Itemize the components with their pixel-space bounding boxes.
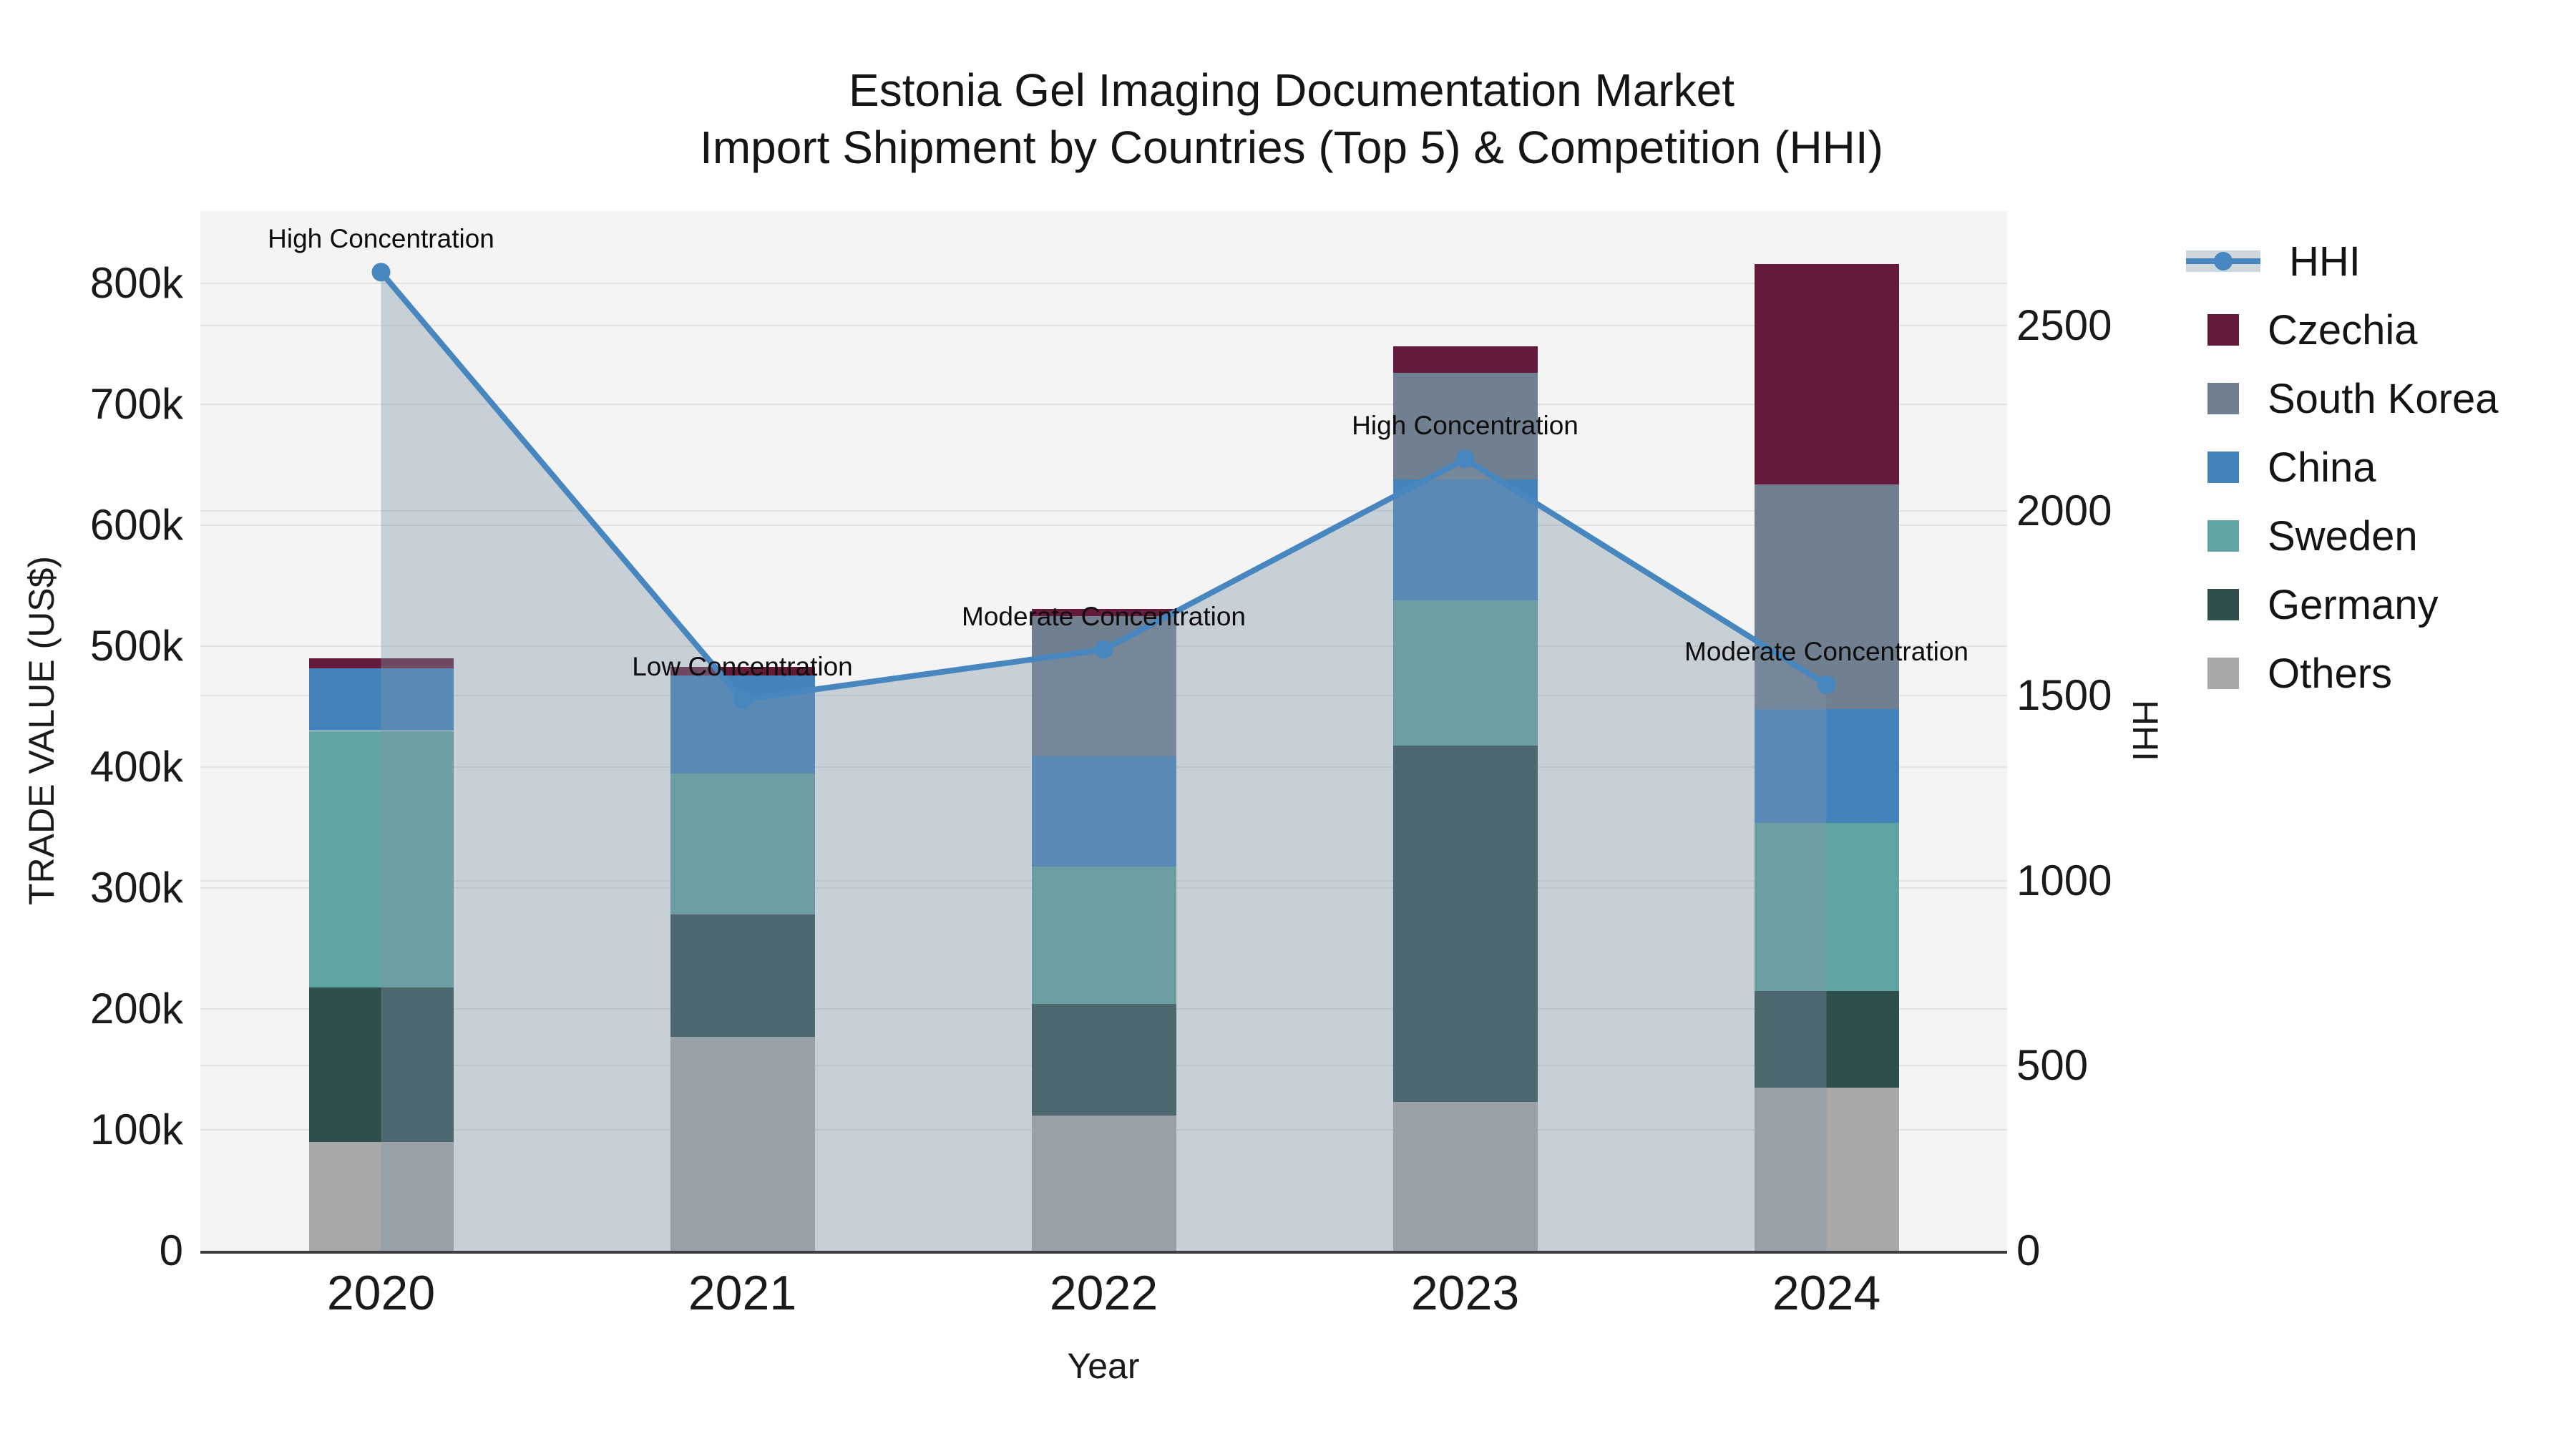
bar-segment-2020-others <box>308 1141 454 1251</box>
bar-segment-2023-others <box>1392 1102 1538 1251</box>
x-tick-2021: 2021 <box>688 1266 797 1320</box>
grid-line-left-700k <box>200 404 2007 406</box>
legend-swatch-south-korea <box>2207 383 2239 414</box>
grid-line-left-600k <box>200 525 2007 527</box>
bar-segment-2022-others <box>1031 1115 1176 1251</box>
annotation-2023: High Concentration <box>1352 411 1579 441</box>
right-tick-1000: 1000 <box>2016 856 2112 904</box>
x-tick-2023: 2023 <box>1410 1266 1520 1320</box>
bar-segment-2021-sweden <box>670 773 815 915</box>
y-tick-300k: 300k <box>89 864 183 912</box>
bar-segment-2024-china <box>1754 709 1899 823</box>
x-tick-2020: 2020 <box>326 1266 436 1320</box>
left-axis-title: TRADE VALUE (US$) <box>21 555 62 906</box>
bar-segment-2023-sweden <box>1392 600 1538 746</box>
grid-line-right-2500 <box>200 325 2007 327</box>
hhi-marker-2020 <box>371 263 391 282</box>
bar-segment-2022-china <box>1031 756 1176 867</box>
annotation-2024: Moderate Concentration <box>1684 636 1968 666</box>
legend-item-south-korea: South Korea <box>2186 364 2498 433</box>
bar-segment-2021-china <box>670 675 815 774</box>
chart-title: Estonia Gel Imaging Documentation Market <box>849 64 1735 116</box>
bar-segment-2024-czechia <box>1754 264 1899 484</box>
legend-label-czechia: Czechia <box>2268 306 2418 353</box>
annotation-2022: Moderate Concentration <box>962 601 1246 631</box>
legend-swatch-sweden <box>2207 520 2239 552</box>
x-tick-2024: 2024 <box>1772 1266 1881 1320</box>
bar-segment-2023-china <box>1392 479 1538 601</box>
bar-segment-2020-sweden <box>308 731 454 987</box>
bar-segment-2024-sweden <box>1754 822 1899 991</box>
bar-segment-2024-others <box>1754 1087 1899 1251</box>
legend-label-germany: Germany <box>2268 581 2439 628</box>
legend-item-others: Others <box>2186 639 2498 708</box>
right-tick-2500: 2500 <box>2016 301 2112 350</box>
legend-label-others: Others <box>2268 650 2393 697</box>
bar-segment-2020-germany <box>308 987 454 1142</box>
y-tick-0: 0 <box>159 1226 183 1274</box>
legend: HHI Czechia South Korea China Sweden Germany O… <box>2186 227 2498 708</box>
y-tick-800k: 800k <box>89 259 183 308</box>
hhi-line-swatch-icon <box>2186 249 2260 273</box>
chart-title-block: Estonia Gel Imaging Documentation Market… <box>0 62 2576 176</box>
bar-segment-2024-south-korea <box>1754 484 1899 710</box>
legend-item-china: China <box>2186 433 2498 502</box>
plot-area: High Concentration Low Concentration Moder… <box>200 211 2007 1254</box>
legend-label-china: China <box>2268 444 2376 491</box>
bar-segment-2022-germany <box>1031 1004 1176 1116</box>
legend-label-hhi: HHI <box>2289 238 2361 285</box>
annotation-2021: Low Concentration <box>632 651 853 681</box>
y-tick-400k: 400k <box>89 743 183 791</box>
grid-line-left-800k <box>200 283 2007 285</box>
bar-segment-2023-germany <box>1392 745 1538 1103</box>
hhi-line-marker-icon <box>2214 252 2233 270</box>
right-tick-0: 0 <box>2016 1226 2041 1274</box>
y-tick-500k: 500k <box>89 622 183 670</box>
bar-segment-2023-czechia <box>1392 346 1538 374</box>
bar-segment-2021-others <box>670 1036 815 1251</box>
grid-line-right-2000 <box>200 509 2007 512</box>
legend-label-south-korea: South Korea <box>2268 375 2499 422</box>
right-tick-2000: 2000 <box>2016 486 2112 535</box>
legend-item-czechia: Czechia <box>2186 296 2498 364</box>
bar-segment-2024-germany <box>1754 990 1899 1088</box>
bar-segment-2021-germany <box>670 914 815 1037</box>
bar-segment-2020-czechia <box>308 658 454 668</box>
y-tick-100k: 100k <box>89 1106 183 1154</box>
legend-swatch-china <box>2207 452 2239 483</box>
y-tick-700k: 700k <box>89 380 183 429</box>
x-tick-2022: 2022 <box>1049 1266 1158 1320</box>
legend-label-sweden: Sweden <box>2268 512 2418 560</box>
bar-segment-2020-china <box>308 668 454 731</box>
legend-item-germany: Germany <box>2186 570 2498 639</box>
y-tick-200k: 200k <box>89 985 183 1033</box>
right-tick-500: 500 <box>2016 1041 2089 1090</box>
bar-segment-2022-sweden <box>1031 866 1176 1005</box>
annotation-2020: High Concentration <box>268 224 494 254</box>
x-axis-title: Year <box>1067 1346 1140 1386</box>
bar-segment-2022-south-korea <box>1031 615 1176 756</box>
chart-subtitle: Import Shipment by Countries (Top 5) & C… <box>700 122 1883 173</box>
right-tick-1500: 1500 <box>2016 671 2112 720</box>
legend-item-sweden: Sweden <box>2186 502 2498 570</box>
legend-item-hhi: HHI <box>2186 227 2498 296</box>
legend-swatch-others <box>2207 658 2239 689</box>
y-tick-600k: 600k <box>89 501 183 550</box>
legend-swatch-czechia <box>2207 314 2239 346</box>
legend-swatch-germany <box>2207 589 2239 620</box>
